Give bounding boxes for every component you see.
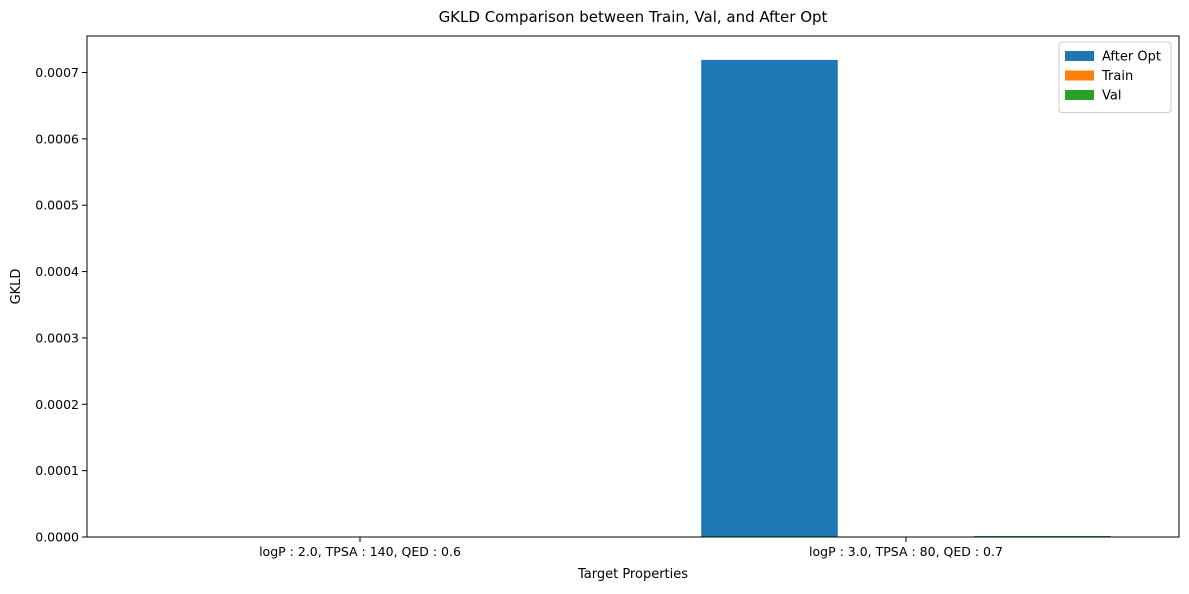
y-tick-label: 0.0004 xyxy=(35,264,79,279)
bars-layer xyxy=(701,59,1111,538)
legend-label-after-opt: After Opt xyxy=(1102,50,1161,65)
x-tick-label: logP : 3.0, TPSA : 80, QED : 0.7 xyxy=(809,544,1003,559)
chart-title: GKLD Comparison between Train, Val, and … xyxy=(439,8,828,26)
legend-swatch-val xyxy=(1065,90,1094,100)
legend-label-train: Train xyxy=(1101,69,1133,84)
legend-swatch-train xyxy=(1065,70,1094,81)
bar-after-opt-1 xyxy=(701,59,838,538)
y-tick-label: 0.0006 xyxy=(35,131,79,146)
y-tick-label: 0.0000 xyxy=(35,530,79,545)
y-tick-label: 0.0002 xyxy=(35,397,79,412)
legend-label-val: Val xyxy=(1102,89,1121,104)
axes-layer: 0.0000 0.0001 0.0002 0.0003 0.0004 0.0005 0.00… xyxy=(35,35,1180,559)
y-axis-title: GKLD xyxy=(9,269,24,305)
plot-frame xyxy=(86,35,1180,538)
y-tick-label: 0.0001 xyxy=(35,463,79,478)
y-tick-label: 0.0003 xyxy=(35,330,79,345)
y-tick-label: 0.0005 xyxy=(35,198,79,213)
legend-swatch-after-opt xyxy=(1065,51,1094,61)
x-axis-title: Target Properties xyxy=(577,567,688,582)
legend: After Opt Train Val xyxy=(1058,41,1172,113)
x-tick-label: logP : 2.0, TPSA : 140, QED : 0.6 xyxy=(259,544,461,559)
y-tick-label: 0.0007 xyxy=(35,65,79,80)
